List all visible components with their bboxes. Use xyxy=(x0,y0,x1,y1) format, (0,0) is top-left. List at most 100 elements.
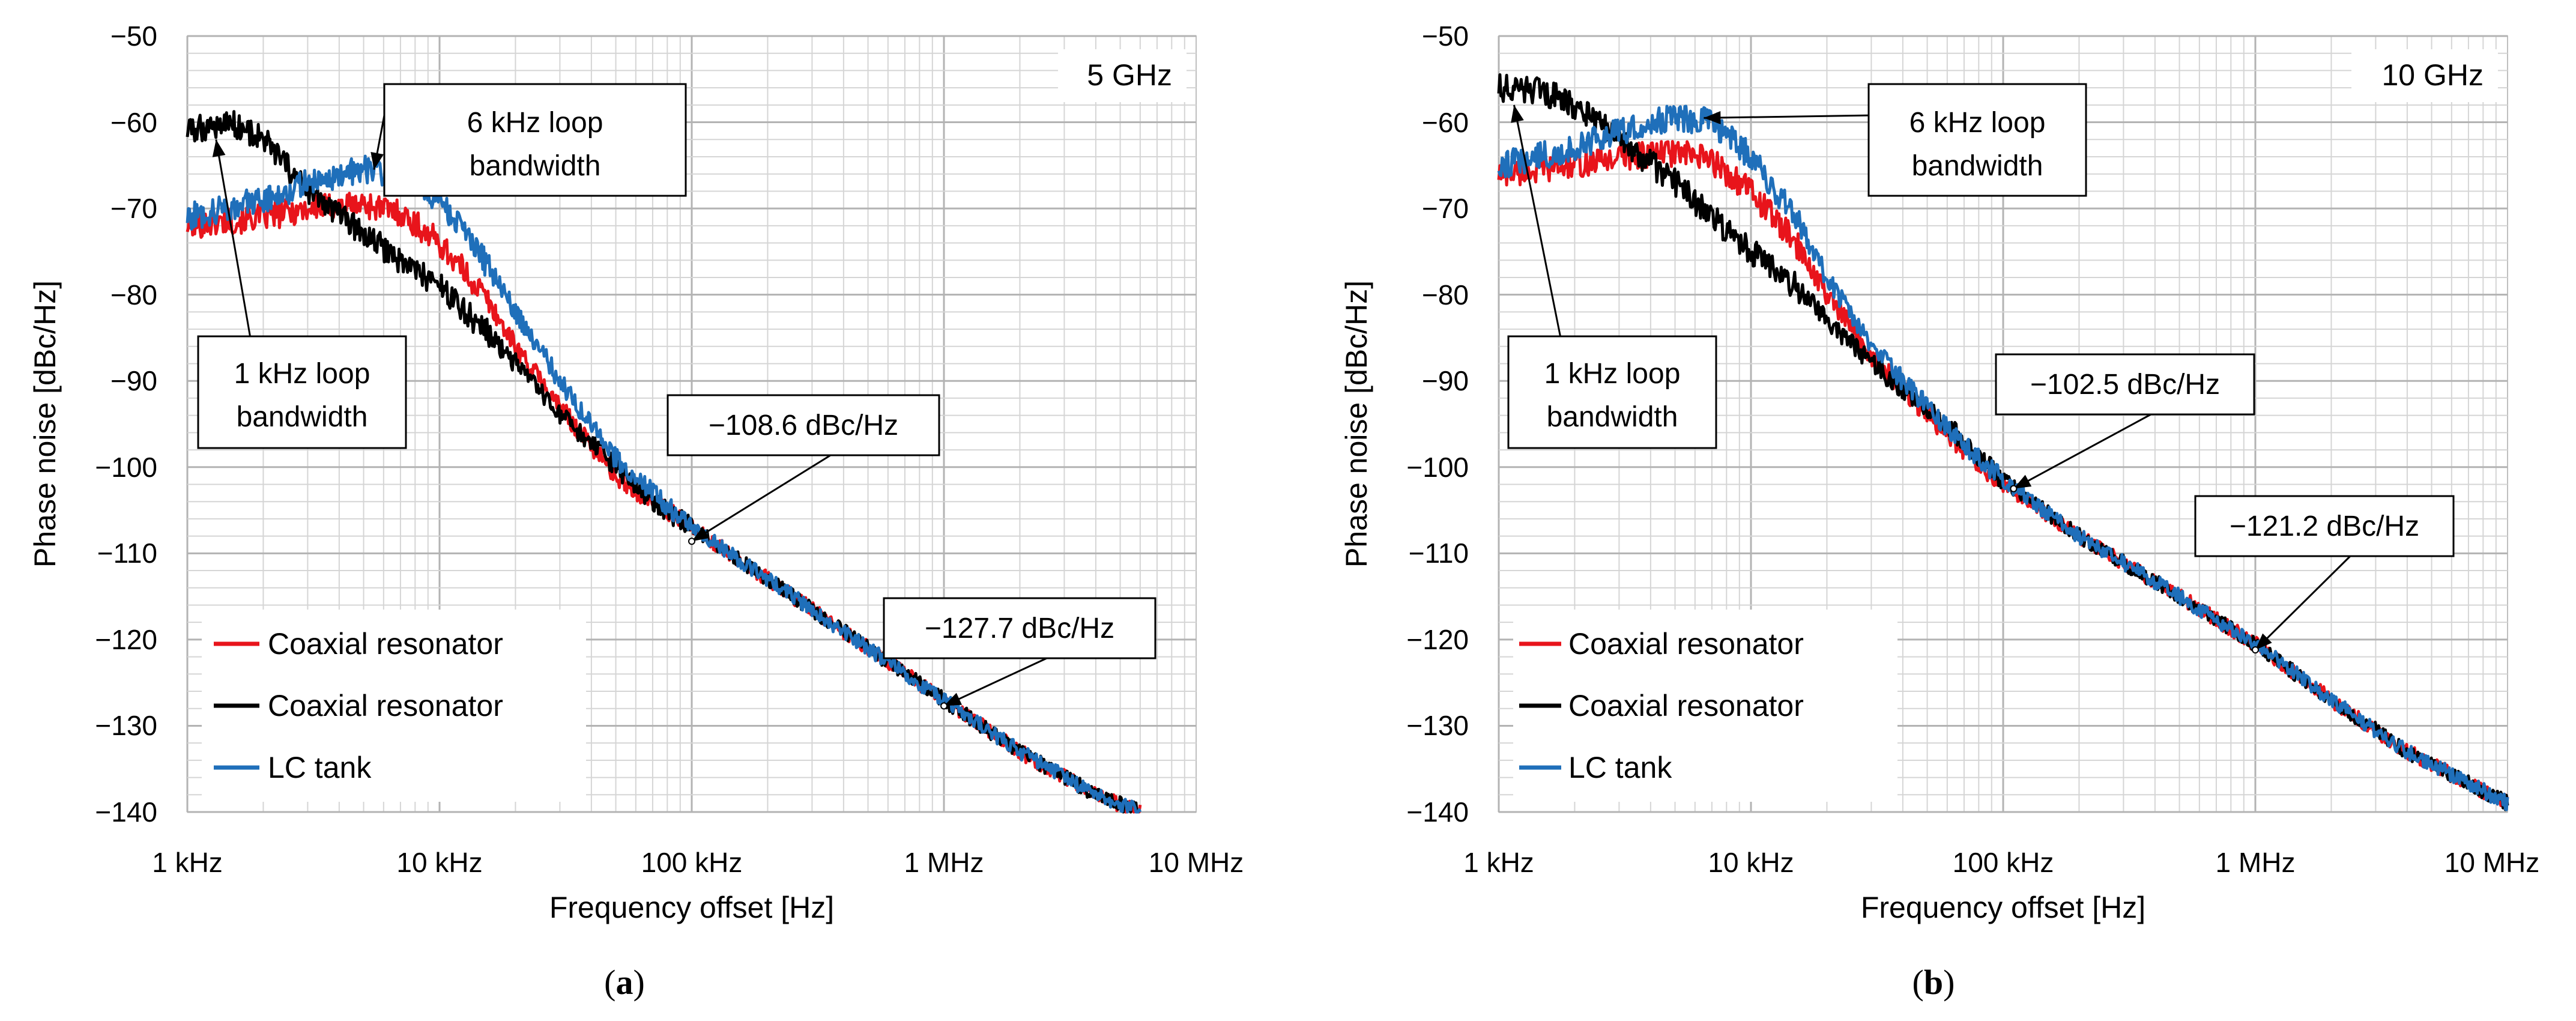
callout-box-100khz xyxy=(667,394,940,456)
annotation-arrow xyxy=(1513,105,1561,337)
y-tick-label: −70 xyxy=(110,193,157,224)
callout-text: bandwidth xyxy=(1912,150,2043,182)
x-tick-label: 1 kHz xyxy=(152,847,223,878)
annotation-arrow xyxy=(1704,114,1869,119)
y-axis-title: Phase noise [dBc/Hz] xyxy=(1340,280,1373,568)
y-tick-label: −60 xyxy=(110,107,157,138)
series-line-blue xyxy=(1497,105,2509,811)
x-tick-label: 100 kHz xyxy=(1953,847,2054,878)
arrow-head xyxy=(1704,111,1721,124)
callout-box-1mhz xyxy=(2194,495,2455,557)
annotation-arrows-b xyxy=(1511,105,2351,654)
annotation-arrow xyxy=(215,139,251,337)
legend-b: Coaxial resonator Coaxial resonator LC t… xyxy=(1513,610,1897,802)
legend-label: Coaxial resonator xyxy=(268,627,503,661)
y-tick-labels-a: −50 −60 −70 −80 −90 −100 −110 −120 −130 … xyxy=(95,20,157,828)
series-line-red xyxy=(1497,140,2509,807)
panel-b: −50 −60 −70 −80 −90 −100 −110 −120 −130 … xyxy=(1340,20,2539,1002)
callout-text: bandwidth xyxy=(470,150,601,182)
legend-label: LC tank xyxy=(268,751,372,784)
corner-label-box xyxy=(2351,49,2498,102)
corner-label-box xyxy=(1058,49,1187,102)
panel-a: −50 −60 −70 −80 −90 −100 −110 −120 −130 … xyxy=(28,20,1244,1002)
callout-box-1khz xyxy=(1507,335,1717,449)
annotation-arrow xyxy=(691,454,831,542)
y-tick-labels-b: −50 −60 −70 −80 −90 −100 −110 −120 −130 … xyxy=(1406,20,1469,828)
y-tick-label: −140 xyxy=(95,796,157,828)
legend-label: LC tank xyxy=(1568,751,1672,784)
panel-caption-b: (b) xyxy=(1912,963,1955,1002)
x-tick-labels-a: 1 kHz 10 kHz 100 kHz 1 MHz 10 MHz xyxy=(152,847,1244,878)
x-tick-labels-b: 1 kHz 10 kHz 100 kHz 1 MHz 10 MHz xyxy=(1463,847,2539,878)
panel-caption-a: (a) xyxy=(604,963,645,1002)
y-tick-label: −50 xyxy=(110,20,157,52)
arrow-head xyxy=(2255,633,2272,650)
y-tick-label: −60 xyxy=(1422,107,1469,138)
corner-label: 5 GHz xyxy=(1087,58,1172,92)
caption-letter: a xyxy=(616,963,633,1002)
callout-text: 6 kHz loop xyxy=(467,107,603,139)
corner-label: 10 GHz xyxy=(2381,58,2484,92)
x-axis-title: Frequency offset [Hz] xyxy=(1861,891,2145,924)
y-tick-label: −70 xyxy=(1422,193,1469,224)
series-group-b xyxy=(1497,73,2509,811)
y-tick-label: −140 xyxy=(1406,796,1469,828)
x-tick-label: 10 MHz xyxy=(2444,847,2539,878)
marker-point xyxy=(688,538,695,545)
legend-label: Coaxial resonator xyxy=(1568,689,1804,723)
x-tick-label: 1 MHz xyxy=(2216,847,2296,878)
callout-box-6khz xyxy=(1867,83,2087,197)
callout-text: 6 kHz loop xyxy=(1909,107,2046,139)
y-tick-label: −90 xyxy=(110,365,157,396)
arrow-head xyxy=(1511,105,1524,123)
legend-box xyxy=(1513,610,1897,802)
y-tick-label: −90 xyxy=(1422,365,1469,396)
y-tick-label: −80 xyxy=(110,279,157,311)
y-tick-label: −80 xyxy=(1422,279,1469,311)
callout-box-1mhz xyxy=(883,597,1156,659)
callout-text: −102.5 dBc/Hz xyxy=(2030,369,2220,401)
y-tick-label: −120 xyxy=(95,624,157,655)
series-group-a xyxy=(186,110,1142,814)
marker-point xyxy=(2252,646,2259,654)
y-tick-label: −130 xyxy=(95,710,157,741)
x-tick-label: 1 kHz xyxy=(1463,847,1534,878)
y-tick-label: −110 xyxy=(1409,538,1469,569)
legend-box xyxy=(202,610,586,802)
y-tick-label: −110 xyxy=(97,538,157,569)
x-axis-title: Frequency offset [Hz] xyxy=(549,891,834,924)
arrow-head xyxy=(2013,474,2032,489)
annotation-arrow xyxy=(2254,555,2351,651)
y-tick-label: −120 xyxy=(1406,624,1469,655)
y-tick-label: −50 xyxy=(1422,20,1469,52)
x-tick-label: 10 kHz xyxy=(396,847,482,878)
arrow-head xyxy=(944,692,963,706)
callout-text: 1 kHz loop xyxy=(1544,358,1681,390)
arrow-head xyxy=(212,139,226,157)
y-axis-title: Phase noise [dBc/Hz] xyxy=(28,280,62,568)
legend-a: Coaxial resonator Coaxial resonator LC t… xyxy=(202,610,586,802)
callout-text: −121.2 dBc/Hz xyxy=(2230,510,2419,542)
marker-point xyxy=(940,702,948,710)
callout-text: bandwidth xyxy=(237,401,368,433)
y-tick-label: −100 xyxy=(1406,452,1469,483)
caption-letter: b xyxy=(1924,963,1943,1002)
callout-text: −127.7 dBc/Hz xyxy=(925,613,1114,644)
legend-label: Coaxial resonator xyxy=(1568,627,1804,661)
arrow-head xyxy=(370,151,384,170)
x-tick-label: 10 MHz xyxy=(1149,847,1244,878)
annotation-arrows-a xyxy=(212,115,1047,710)
marker-point xyxy=(2010,485,2018,492)
arrow-head xyxy=(692,527,710,542)
callout-text: 1 kHz loop xyxy=(234,358,370,390)
series-line-blue xyxy=(186,154,1142,814)
annotation-arrow xyxy=(2013,413,2151,489)
x-tick-label: 100 kHz xyxy=(641,847,743,878)
callout-box-6khz xyxy=(383,83,687,197)
annotation-arrow xyxy=(943,657,1047,707)
callout-text: −108.6 dBc/Hz xyxy=(709,410,898,441)
callout-text: bandwidth xyxy=(1547,401,1678,433)
y-tick-label: −130 xyxy=(1406,710,1469,741)
callout-box-100khz xyxy=(1995,353,2255,416)
